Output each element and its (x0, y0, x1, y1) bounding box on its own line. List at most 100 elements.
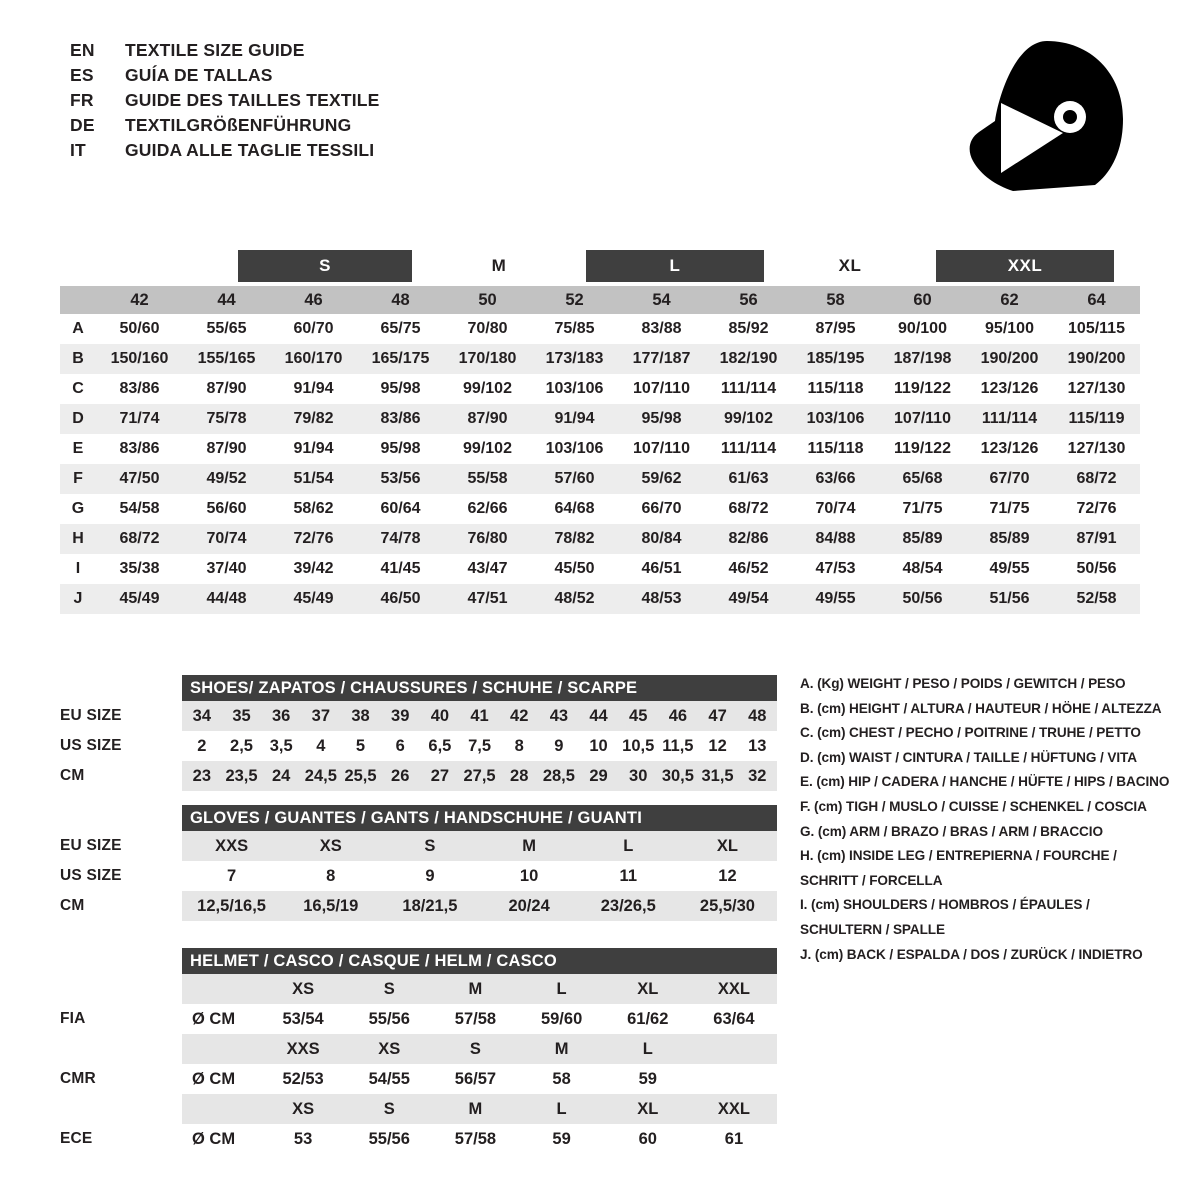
helmet-cell: 59 (552, 1129, 571, 1148)
table-cell: 64/68 (554, 500, 595, 517)
gloves-row-label: US SIZE (60, 867, 122, 884)
helmet-cell: 59/60 (540, 1009, 583, 1028)
table-cell: 155/165 (197, 350, 256, 367)
helmet-cell: S (383, 979, 395, 998)
shoes-cell: 30 (629, 766, 648, 785)
table-cell: 80/84 (641, 530, 682, 547)
shoes-cell: 27,5 (463, 766, 496, 785)
table-cell: 83/86 (119, 380, 160, 397)
racing-helmet-icon (955, 33, 1140, 203)
helmet-cell: 57/58 (454, 1129, 497, 1148)
gloves-cell: 12 (718, 866, 737, 885)
table-cell: 95/98 (380, 380, 421, 397)
shoes-cell: 6,5 (428, 736, 452, 755)
helmet-cell: 53/54 (282, 1009, 324, 1028)
helmet-cell (691, 1064, 777, 1094)
table-cell: 75/78 (206, 410, 247, 427)
helmet-cell: XXL (717, 979, 750, 998)
measurement-row-label: I (75, 560, 81, 577)
table-cell: 99/102 (463, 440, 512, 457)
table-cell: 65/68 (902, 470, 943, 487)
helmet-cell: 58 (552, 1069, 571, 1088)
measurement-row-label: E (72, 440, 84, 457)
shoes-row-label: US SIZE (60, 737, 122, 754)
gloves-row-label: CM (60, 897, 85, 914)
helmet-cell: L (642, 1039, 653, 1058)
shoes-cell: 9 (554, 736, 564, 755)
gloves-cell: XS (319, 836, 342, 855)
legend-line: H. (cm) INSIDE LEG / ENTREPIERNA / FOURC… (800, 848, 1117, 864)
shoes-cell: 31,5 (701, 766, 734, 785)
size-band-row: S M L XL XXL (60, 250, 1140, 286)
table-cell: 83/86 (119, 440, 160, 457)
helmet-cell: XL (637, 979, 659, 998)
shoes-cell: 3,5 (269, 736, 293, 755)
title-language-code: FR (70, 90, 94, 110)
table-cell: 91/94 (293, 440, 334, 457)
shoes-cell: 27 (430, 766, 450, 785)
table-cell: 66/70 (641, 500, 682, 517)
helmet-value-band: XS S M L XL XXL (182, 974, 777, 1004)
gloves-row: CM 12,5/16,5 16,5/19 18/21,5 20/24 23/26,5 25,… (60, 891, 777, 921)
size-number-header: 56 (739, 290, 758, 309)
gloves-row-label: EU SIZE (60, 837, 122, 854)
measurement-row-label: F (73, 470, 83, 487)
table-cell: 119/122 (894, 380, 951, 397)
shoes-cell: 37 (311, 706, 331, 725)
size-band-s: S (238, 250, 412, 282)
measurement-row-label: J (73, 590, 83, 607)
shoes-cell: 43 (549, 706, 569, 725)
gloves-cell: S (424, 836, 436, 855)
helmet-cell: M (554, 1039, 569, 1058)
table-cell: 107/110 (633, 440, 690, 457)
helmet-row: XS S M L XL XXL (60, 1094, 777, 1124)
helmet-cell: 60 (638, 1129, 657, 1148)
title-language-code: IT (70, 140, 86, 160)
table-row: G 54/58 56/60 58/62 60/64 62/66 64/68 66/70 68/7… (60, 494, 1140, 524)
table-row: J 45/49 44/48 45/49 46/50 47/51 48/52 48/53 49/5… (60, 584, 1140, 614)
table-cell: 63/66 (815, 470, 856, 487)
helmet-row-label (60, 1094, 182, 1124)
shoes-cell: 5 (355, 736, 366, 755)
table-cell: 50/60 (119, 320, 160, 337)
table-cell: 107/110 (894, 410, 951, 427)
helmet-row-label: FIA (60, 1010, 86, 1027)
helmet-cell: S (383, 1099, 395, 1118)
shoes-cell: 24,5 (304, 766, 337, 785)
shoes-cell: 23 (192, 766, 212, 785)
table-cell: 87/90 (467, 410, 508, 427)
gloves-value-band: XXS XS S M L XL (182, 831, 777, 861)
title-text: TEXTILE SIZE GUIDE (125, 40, 305, 60)
table-cell: 103/106 (806, 410, 865, 427)
table-cell: 182/190 (719, 350, 778, 367)
size-band-xl: XL (838, 256, 862, 275)
shoes-cell: 35 (232, 706, 251, 725)
row-label-spacer (60, 286, 96, 314)
gloves-cell: 8 (326, 866, 336, 885)
table-cell: 170/180 (458, 350, 517, 367)
table-cell: 123/126 (980, 440, 1039, 457)
helmet-cell: 61 (724, 1129, 744, 1148)
shoes-cell: 6 (395, 736, 405, 755)
table-cell: 90/100 (898, 320, 947, 337)
table-cell: 111/114 (981, 410, 1038, 427)
helmet-value-band: Ø CM 53/54 55/56 57/58 59/60 61/62 63/64 (182, 1004, 777, 1034)
size-number-header: 62 (1000, 290, 1019, 309)
legend-line: SCHRITT / FORCELLA (800, 872, 943, 888)
gloves-cell: 7 (226, 866, 237, 885)
gloves-cell: 9 (425, 866, 435, 885)
gloves-cell: 16,5/19 (303, 896, 359, 915)
table-cell: 185/195 (806, 350, 865, 367)
table-cell: 187/198 (893, 350, 952, 367)
table-cell: 99/102 (463, 380, 512, 397)
shoes-cell: 10 (589, 736, 608, 755)
shoes-cell: 7,5 (468, 736, 491, 755)
table-cell: 105/115 (1068, 320, 1125, 337)
legend-line: SCHULTERN / SPALLE (800, 921, 945, 937)
table-row: H 68/72 70/74 72/76 74/78 76/80 78/82 80/84 82/8… (60, 524, 1140, 554)
gloves-cell: 11 (619, 866, 637, 885)
table-cell: 87/95 (815, 320, 856, 337)
shoes-cell: 28 (510, 766, 529, 785)
table-cell: 37/40 (206, 560, 247, 577)
shoes-cell: 34 (192, 706, 212, 725)
